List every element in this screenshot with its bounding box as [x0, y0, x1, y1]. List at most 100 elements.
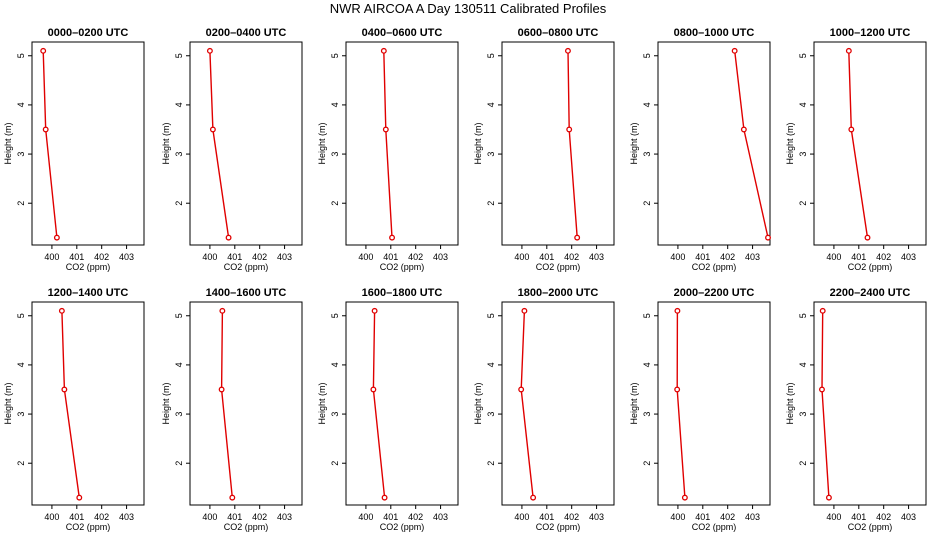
x-tick-label: 403: [277, 252, 292, 262]
x-tick-label: 400: [202, 252, 217, 262]
plot-frame: [189, 41, 303, 246]
y-axis-label: Height (m): [785, 382, 795, 424]
profile-line: [676, 310, 686, 498]
data-point: [53, 234, 60, 241]
data-point: [819, 307, 826, 314]
y-tick-label: 5: [330, 53, 340, 58]
x-tick-label: 400: [670, 252, 685, 262]
x-axis-label: CO2 (ppm): [380, 262, 425, 272]
profile-line: [821, 310, 830, 498]
panel-title: 1000–1200 UTC: [830, 27, 911, 39]
plot-frame: [501, 41, 615, 246]
x-axis-label: CO2 (ppm): [848, 262, 893, 272]
data-point: [731, 47, 738, 54]
panel-title: 2000–2200 UTC: [674, 287, 755, 299]
data-point: [521, 307, 528, 314]
data-point: [229, 494, 236, 501]
panel-title: 0000–0200 UTC: [48, 27, 129, 39]
y-tick-label: 2: [330, 201, 340, 206]
data-point: [218, 386, 225, 393]
x-tick-label: 401: [383, 252, 398, 262]
data-point: [206, 47, 213, 54]
y-tick-label: 3: [642, 152, 652, 157]
x-tick-label: 400: [44, 512, 59, 522]
y-tick-label: 5: [174, 53, 184, 58]
y-tick-label: 5: [486, 53, 496, 58]
data-point: [381, 494, 388, 501]
x-tick-label: 402: [408, 252, 423, 262]
x-axis-label: CO2 (ppm): [224, 522, 269, 532]
x-tick-label: 403: [589, 512, 604, 522]
x-tick-label: 400: [670, 512, 685, 522]
y-axis-label: Height (m): [785, 122, 795, 164]
y-tick-label: 5: [798, 313, 808, 318]
y-axis-label: Height (m): [3, 382, 13, 424]
y-tick-label: 4: [330, 102, 340, 107]
data-point: [371, 307, 378, 314]
panel-title: 0200–0400 UTC: [206, 27, 287, 39]
y-tick-label: 3: [798, 412, 808, 417]
data-point: [674, 386, 681, 393]
y-tick-label: 4: [486, 362, 496, 367]
data-point: [565, 47, 571, 54]
y-tick-label: 4: [798, 362, 808, 367]
figure-title: NWR AIRCOA A Day 130511 Calibrated Profi…: [329, 1, 607, 16]
x-tick-label: 402: [564, 252, 579, 262]
y-tick-label: 4: [798, 102, 808, 107]
y-tick-label: 3: [642, 412, 652, 417]
x-axis-label: CO2 (ppm): [536, 522, 581, 532]
x-tick-label: 403: [745, 252, 760, 262]
y-tick-label: 2: [642, 201, 652, 206]
y-tick-label: 2: [16, 461, 26, 466]
y-tick-label: 4: [642, 102, 652, 107]
data-point: [61, 386, 68, 393]
panel-title: 1400–1600 UTC: [206, 287, 287, 299]
data-point: [845, 47, 852, 54]
profile-line: [520, 310, 534, 498]
data-point: [765, 234, 771, 241]
profile-line: [848, 50, 869, 238]
y-tick-label: 3: [330, 412, 340, 417]
x-axis-label: CO2 (ppm): [692, 522, 737, 532]
x-tick-label: 402: [720, 252, 735, 262]
x-tick-label: 400: [826, 512, 841, 522]
y-axis-label: Height (m): [161, 382, 171, 424]
y-tick-label: 2: [16, 201, 26, 206]
y-tick-label: 2: [486, 201, 496, 206]
x-tick-label: 401: [851, 512, 866, 522]
x-tick-label: 402: [720, 512, 735, 522]
x-tick-label: 400: [202, 512, 217, 522]
panel-title: 0600–0800 UTC: [518, 27, 599, 39]
x-tick-label: 402: [564, 512, 579, 522]
x-tick-label: 401: [539, 252, 554, 262]
y-tick-label: 4: [16, 362, 26, 367]
x-tick-label: 401: [227, 512, 242, 522]
y-tick-label: 5: [486, 313, 496, 318]
profile-line: [220, 310, 233, 498]
data-point: [819, 386, 825, 393]
plot-frame: [657, 41, 771, 246]
x-axis-label: CO2 (ppm): [692, 262, 737, 272]
data-point: [518, 386, 525, 393]
profile-line: [734, 50, 769, 238]
profile-line: [567, 50, 578, 238]
x-tick-label: 400: [514, 252, 529, 262]
x-tick-label: 402: [252, 252, 267, 262]
y-tick-label: 2: [642, 461, 652, 466]
panel-title: 2200–2400 UTC: [830, 287, 911, 299]
y-tick-label: 3: [174, 412, 184, 417]
data-point: [58, 307, 65, 314]
x-tick-label: 400: [514, 512, 529, 522]
plot-frame: [657, 301, 771, 506]
y-axis-label: Height (m): [629, 382, 639, 424]
y-tick-label: 4: [16, 102, 26, 107]
profile-line: [383, 50, 393, 238]
x-tick-label: 401: [227, 252, 242, 262]
x-tick-label: 402: [94, 252, 109, 262]
x-tick-label: 403: [119, 252, 134, 262]
data-point: [530, 494, 537, 501]
y-tick-label: 2: [798, 201, 808, 206]
x-tick-label: 402: [876, 252, 891, 262]
y-tick-label: 5: [16, 53, 26, 58]
